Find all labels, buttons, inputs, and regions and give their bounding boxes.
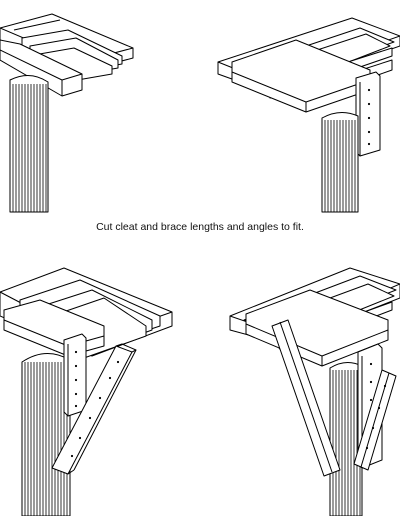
bolt-hole	[74, 404, 78, 408]
bolt-hole	[78, 436, 82, 440]
bolt-hole	[369, 362, 373, 366]
bolt-hole	[365, 446, 369, 450]
column	[22, 353, 70, 516]
cleat	[356, 72, 380, 156]
right-brace	[354, 370, 396, 470]
bolt-hole	[369, 380, 373, 384]
left-brace	[272, 320, 340, 476]
bolt-hole	[371, 426, 375, 430]
panel-top-right	[218, 18, 400, 212]
caption: Cut cleat and brace lengths and angles t…	[96, 221, 304, 233]
column	[322, 112, 358, 212]
bolt-hole	[383, 384, 387, 388]
bolt-hole	[74, 364, 78, 368]
bolt-hole	[98, 396, 102, 400]
bolt-hole	[369, 398, 373, 402]
bolt-hole	[108, 376, 112, 380]
bolt-hole	[367, 88, 371, 92]
panel-bottom-left	[0, 268, 172, 516]
girder	[0, 40, 82, 96]
bolt-hole	[88, 416, 92, 420]
bolt-hole	[74, 350, 78, 354]
bolt-hole	[367, 130, 371, 134]
column	[10, 75, 48, 212]
panel-top-left	[0, 14, 133, 212]
brace	[52, 344, 136, 474]
bolt-hole	[367, 142, 371, 146]
bolt-hole	[74, 392, 78, 396]
bolt-hole	[116, 360, 120, 364]
bolt-hole	[367, 116, 371, 120]
bolt-hole	[74, 378, 78, 382]
bolt-hole	[70, 454, 74, 458]
column	[330, 362, 362, 516]
panel-bottom-right	[230, 268, 400, 516]
bolt-hole	[377, 406, 381, 410]
cleat	[64, 334, 86, 416]
bolt-hole	[367, 102, 371, 106]
